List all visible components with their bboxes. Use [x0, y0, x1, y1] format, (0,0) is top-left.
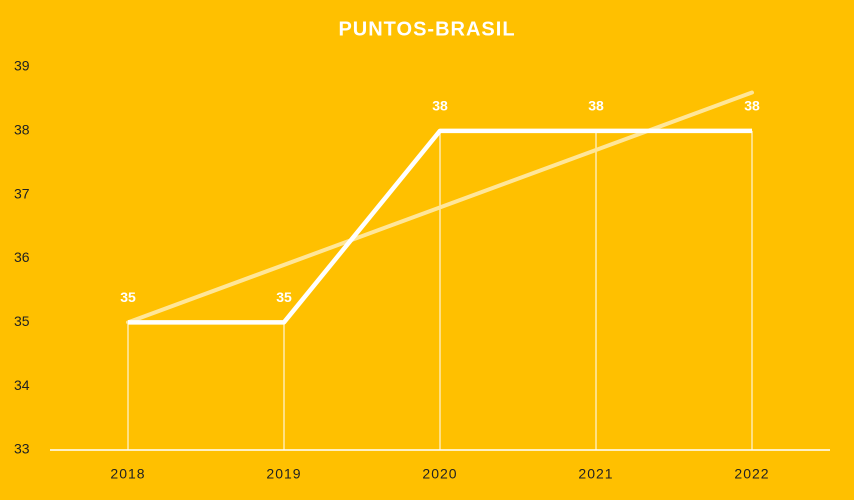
- data-label: 38: [432, 98, 448, 114]
- data-label: 38: [744, 98, 760, 114]
- x-tick-label: 2020: [422, 466, 457, 482]
- y-tick-label: 39: [14, 58, 30, 74]
- y-tick-label: 36: [14, 249, 30, 265]
- chart-title: PUNTOS-BRASIL: [338, 18, 515, 40]
- y-tick-label: 37: [14, 185, 30, 201]
- y-tick-label: 38: [14, 122, 30, 138]
- x-tick-label: 2019: [266, 466, 301, 482]
- y-tick-label: 34: [14, 377, 30, 393]
- data-label: 35: [120, 289, 136, 305]
- data-line: [128, 128, 752, 325]
- data-label: 35: [276, 289, 292, 305]
- y-tick-label: 35: [14, 313, 30, 329]
- x-tick-label: 2022: [734, 466, 769, 482]
- data-label: 38: [588, 98, 604, 114]
- y-tick-label: 33: [14, 441, 30, 457]
- x-tick-label: 2021: [578, 466, 613, 482]
- x-tick-label: 2018: [110, 466, 145, 482]
